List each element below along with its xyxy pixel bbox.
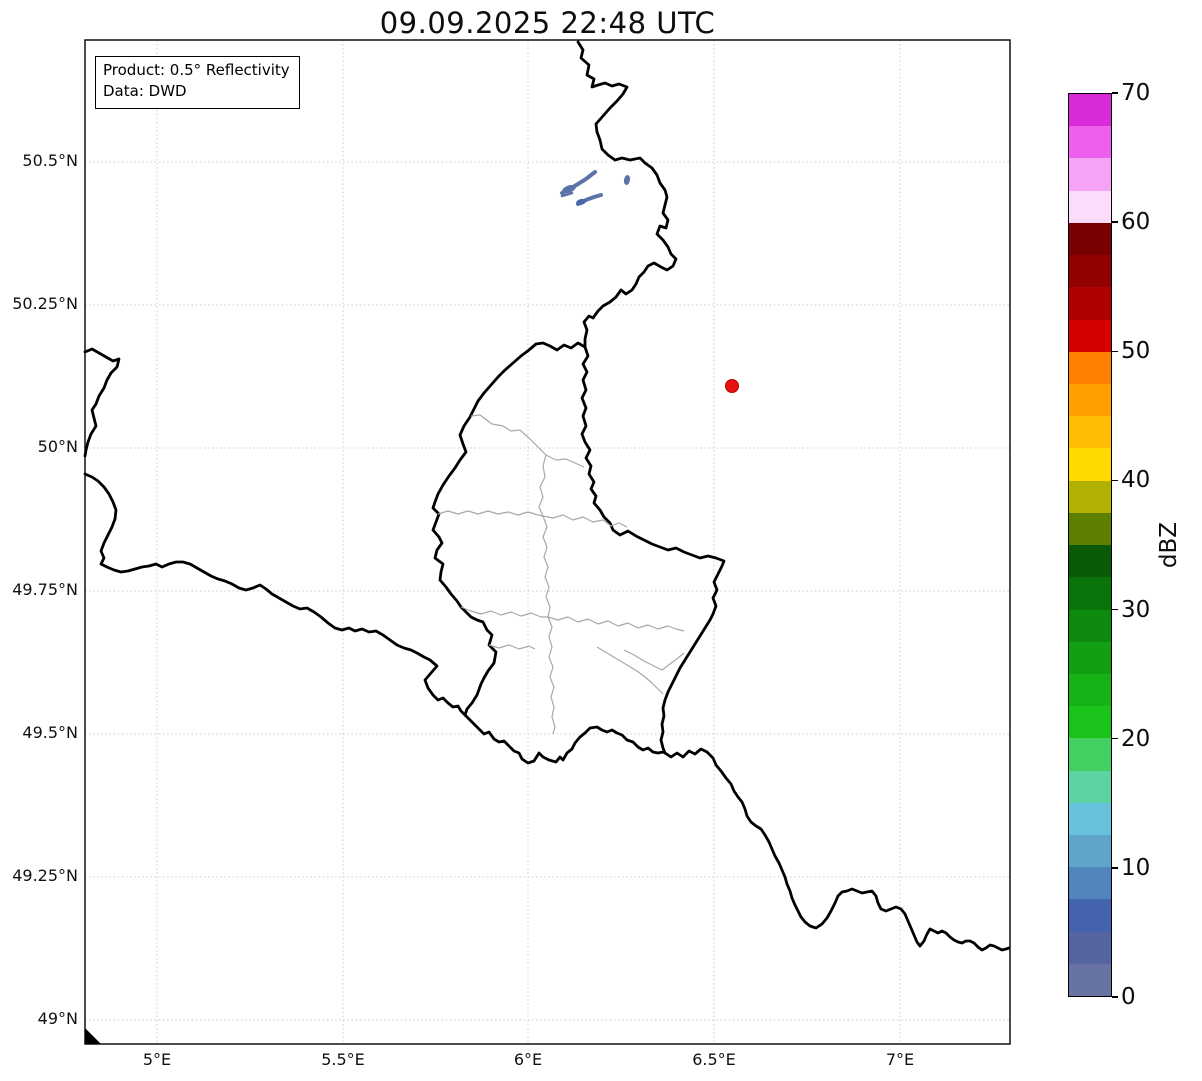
colorbar-band-8	[1069, 351, 1111, 384]
border-belgium-germany	[576, 40, 678, 349]
colorbar-tick-30	[1112, 608, 1118, 611]
figure-title: 09.09.2025 22:48 UTC	[379, 6, 716, 40]
x-tick-label-6.5°E: 6.5°E	[692, 1050, 736, 1069]
colorbar-tick-0	[1112, 996, 1118, 998]
product-info-box: Product: 0.5° Reflectivity Data: DWD	[95, 56, 300, 109]
echo-patch-4	[576, 198, 586, 206]
x-tick-label-6°E: 6°E	[513, 1050, 543, 1069]
y-tick-label-50.25°N: 50.25°N	[12, 294, 78, 313]
luxembourg-canton-borders	[437, 414, 685, 735]
border-france-germany	[663, 747, 1011, 952]
colorbar-band-2	[1069, 158, 1111, 191]
colorbar-tick-label-50: 50	[1121, 338, 1151, 365]
y-tick-label-50°N: 50°N	[37, 437, 78, 456]
colorbar-band-20	[1069, 738, 1111, 771]
colorbar-band-16	[1069, 609, 1111, 642]
colorbar	[1068, 93, 1112, 997]
colorbar-band-25	[1069, 899, 1111, 932]
colorbar-band-4	[1069, 222, 1111, 256]
product-line: Product: 0.5° Reflectivity	[103, 61, 290, 79]
colorbar-band-26	[1069, 931, 1111, 964]
colorbar-band-5	[1069, 255, 1111, 288]
radar-site-marker	[725, 379, 739, 393]
border-france-belgium	[83, 472, 467, 717]
colorbar-band-17	[1069, 641, 1111, 674]
colorbar-band-13	[1069, 512, 1111, 546]
colorbar-tick-70	[1112, 92, 1118, 94]
colorbar-tick-60	[1112, 221, 1118, 223]
colorbar-band-18	[1069, 673, 1111, 707]
colorbar-tick-20	[1112, 738, 1118, 740]
colorbar-band-11	[1069, 448, 1111, 481]
border-luxembourg	[431, 341, 726, 765]
colorbar-band-21	[1069, 770, 1111, 803]
colorbar-band-1	[1069, 126, 1111, 159]
colorbar-tick-label-20: 20	[1121, 725, 1151, 752]
data-source-line: Data: DWD	[103, 82, 187, 101]
colorbar-band-0	[1069, 94, 1111, 127]
colorbar-tick-label-60: 60	[1121, 209, 1151, 236]
y-tick-label-50.5°N: 50.5°N	[22, 151, 78, 170]
colorbar-band-15	[1069, 577, 1111, 610]
graticule-gridlines	[85, 40, 1010, 1044]
colorbar-band-22	[1069, 802, 1111, 836]
colorbar-tick-label-0: 0	[1121, 984, 1136, 1010]
x-tick-label-5.5°E: 5.5°E	[321, 1050, 365, 1069]
colorbar-band-27	[1069, 963, 1111, 997]
colorbar-band-19	[1069, 706, 1111, 739]
colorbar-axis-label: dBZ	[1156, 521, 1182, 569]
colorbar-band-9	[1069, 383, 1111, 417]
colorbar-tick-10	[1112, 867, 1118, 869]
colorbar-band-3	[1069, 190, 1111, 223]
colorbar-band-23	[1069, 835, 1111, 868]
radar-echoes	[560, 170, 631, 206]
colorbar-tick-label-10: 10	[1121, 854, 1151, 881]
colorbar-band-6	[1069, 287, 1111, 320]
border-corner-wedge	[85, 1028, 101, 1044]
x-tick-label-5°E: 5°E	[142, 1050, 172, 1069]
echo-patch-2	[560, 191, 574, 198]
border-france-belgium-north	[83, 347, 121, 458]
y-tick-label-49°N: 49°N	[37, 1009, 78, 1028]
country-borders	[83, 40, 1011, 1044]
y-tick-label-49.75°N: 49.75°N	[12, 580, 78, 599]
colorbar-band-10	[1069, 416, 1111, 449]
y-tick-label-49.25°N: 49.25°N	[12, 866, 78, 885]
colorbar-tick-50	[1112, 350, 1118, 352]
plot-frame	[84, 39, 1011, 1045]
echo-patch-1	[562, 185, 576, 193]
colorbar-tick-40	[1112, 479, 1118, 482]
colorbar-tick-label-70: 70	[1121, 80, 1151, 106]
radar-site-group	[725, 379, 739, 393]
colorbar-tick-label-30: 30	[1121, 596, 1151, 623]
y-tick-label-49.5°N: 49.5°N	[22, 723, 78, 742]
colorbar-band-7	[1069, 319, 1111, 352]
colorbar-band-12	[1069, 480, 1111, 513]
colorbar-band-14	[1069, 545, 1111, 578]
colorbar-band-24	[1069, 867, 1111, 900]
x-tick-label-7°E: 7°E	[885, 1050, 915, 1069]
colorbar-tick-label-40: 40	[1121, 467, 1151, 494]
echo-patch-5	[623, 175, 631, 185]
